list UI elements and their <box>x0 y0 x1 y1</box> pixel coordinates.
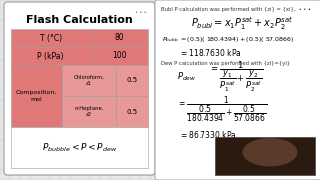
Bar <box>11 127 148 168</box>
Text: $P_{bubb}\ = (0.5)(\ 180.4394) + (0.5)(\ 57.0866)$: $P_{bubb}\ = (0.5)(\ 180.4394) + (0.5)(\… <box>162 35 294 44</box>
Text: Flash Calculation: Flash Calculation <box>26 15 133 25</box>
Text: $= \dfrac{1}{\dfrac{0.5}{180.4394} + \dfrac{0.5}{57.0866}}$: $= \dfrac{1}{\dfrac{0.5}{180.4394} + \df… <box>177 94 267 124</box>
Text: Bubl P calculation was performed with {zi} = {xi},  • • •: Bubl P calculation was performed with {z… <box>161 6 311 12</box>
FancyBboxPatch shape <box>4 2 155 175</box>
Bar <box>11 29 148 47</box>
Text: 0.5: 0.5 <box>127 78 138 84</box>
Text: T (°C): T (°C) <box>40 33 62 42</box>
Bar <box>11 65 62 127</box>
Ellipse shape <box>243 138 298 166</box>
Bar <box>215 137 315 175</box>
Text: 100: 100 <box>112 51 126 60</box>
Bar <box>116 96 148 127</box>
Text: Dew P calculation was performed with {zi}={yi}: Dew P calculation was performed with {zi… <box>161 60 290 66</box>
Text: $= 86.7330\ \mathrm{kPa}$: $= 86.7330\ \mathrm{kPa}$ <box>179 129 237 141</box>
FancyBboxPatch shape <box>155 0 320 180</box>
Text: $P_{bubl} = x_1P_1^{sat} + x_2P_2^{sat}$: $P_{bubl} = x_1P_1^{sat} + x_2P_2^{sat}$ <box>191 16 293 32</box>
Text: 80: 80 <box>115 33 124 42</box>
Text: Composition,
mol: Composition, mol <box>16 90 57 102</box>
Bar <box>62 96 116 127</box>
Text: 0.5: 0.5 <box>127 109 138 114</box>
Bar <box>116 65 148 96</box>
Text: • • •: • • • <box>135 10 147 15</box>
Text: $P_{bubble} < P < P_{dew}$: $P_{bubble} < P < P_{dew}$ <box>42 141 117 154</box>
Text: n-Heptane,
z2: n-Heptane, z2 <box>75 106 104 117</box>
Bar <box>62 65 116 96</box>
Text: $= \dfrac{1}{\dfrac{y_1}{P_1^{sat}} + \dfrac{y_2}{P_2^{sat}}}$: $= \dfrac{1}{\dfrac{y_1}{P_1^{sat}} + \d… <box>209 60 263 94</box>
Text: $= 118.7630\ \mathrm{kPa}$: $= 118.7630\ \mathrm{kPa}$ <box>179 46 242 57</box>
Bar <box>11 47 148 65</box>
Text: P (kPa): P (kPa) <box>37 51 64 60</box>
Text: Chloroform,
z1: Chloroform, z1 <box>74 75 105 86</box>
Text: $P_{dew}$: $P_{dew}$ <box>177 71 196 83</box>
